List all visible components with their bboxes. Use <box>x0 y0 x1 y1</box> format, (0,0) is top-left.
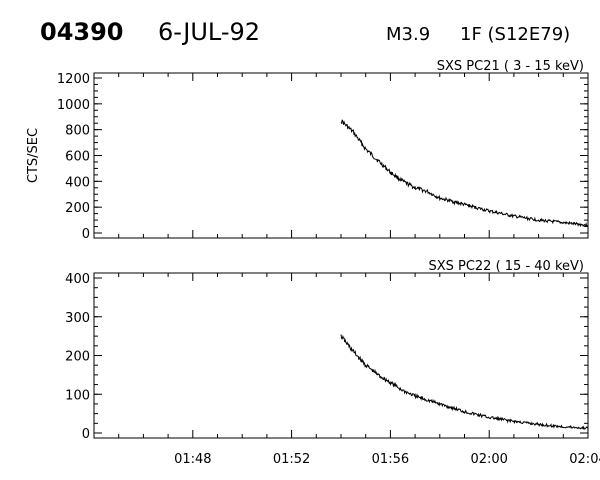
y-tick-label: 200 <box>65 201 90 216</box>
y-tick-label: 400 <box>65 272 90 287</box>
panel-title: SXS PC22 ( 15 - 40 keV) <box>428 259 584 274</box>
series-line <box>340 334 589 431</box>
event-id: 04390 <box>40 18 124 46</box>
panel-top: SXS PC21 ( 3 - 15 keV) 0 200 400 600 800 1000 1… <box>26 59 589 242</box>
y-tick-label: 400 <box>65 175 90 190</box>
panel-title: SXS PC21 ( 3 - 15 keV) <box>437 59 584 74</box>
optical-class: 1F (S12E79) <box>460 24 570 45</box>
y-tick-label: 300 <box>65 311 90 326</box>
y-tick-label: 600 <box>65 150 90 165</box>
series-line <box>340 119 589 228</box>
y-tick-label: 1000 <box>57 98 90 113</box>
y-tick-label: 0 <box>82 427 90 442</box>
x-tick-label: 02:04 <box>569 452 600 467</box>
x-tick-label: 01:52 <box>273 452 310 467</box>
goes-class: M3.9 <box>386 24 430 45</box>
y-tick-label: 200 <box>65 350 90 365</box>
y-tick-label: 100 <box>65 388 90 403</box>
x-tick-label: 01:48 <box>174 452 211 467</box>
y-tick-label: 800 <box>65 124 90 139</box>
x-tick-label: 01:56 <box>372 452 409 467</box>
y-tick-label: 1200 <box>57 72 90 87</box>
plot-frame <box>93 272 589 439</box>
event-date: 6-JUL-92 <box>158 18 260 46</box>
y-tick-label: 0 <box>82 227 90 242</box>
plot-frame <box>93 72 589 239</box>
x-tick-label: 02:00 <box>470 452 507 467</box>
panel-bottom: SXS PC22 ( 15 - 40 keV) 0 100 200 300 400 01:4… <box>65 259 600 467</box>
y-axis-label: CTS/SEC <box>26 128 41 183</box>
